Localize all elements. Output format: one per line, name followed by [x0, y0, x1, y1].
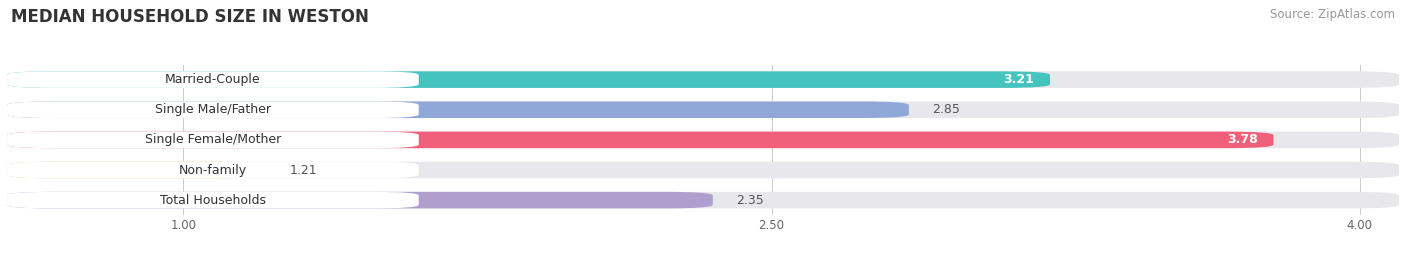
Text: Total Households: Total Households	[160, 194, 266, 207]
Text: 1.21: 1.21	[290, 164, 316, 176]
FancyBboxPatch shape	[7, 132, 419, 148]
FancyBboxPatch shape	[7, 71, 1050, 88]
Text: 2.35: 2.35	[737, 194, 763, 207]
FancyBboxPatch shape	[7, 192, 713, 208]
Text: Non-family: Non-family	[179, 164, 247, 176]
FancyBboxPatch shape	[7, 101, 1399, 118]
Text: Single Female/Mother: Single Female/Mother	[145, 133, 281, 146]
Text: Source: ZipAtlas.com: Source: ZipAtlas.com	[1270, 8, 1395, 21]
FancyBboxPatch shape	[7, 162, 419, 178]
FancyBboxPatch shape	[7, 132, 1274, 148]
FancyBboxPatch shape	[7, 132, 1399, 148]
FancyBboxPatch shape	[7, 162, 266, 178]
FancyBboxPatch shape	[7, 71, 419, 88]
Text: 3.21: 3.21	[1004, 73, 1035, 86]
Text: 3.78: 3.78	[1227, 133, 1258, 146]
Text: Single Male/Father: Single Male/Father	[155, 103, 271, 116]
FancyBboxPatch shape	[7, 101, 419, 118]
FancyBboxPatch shape	[7, 101, 908, 118]
Text: Married-Couple: Married-Couple	[165, 73, 260, 86]
Text: 2.85: 2.85	[932, 103, 960, 116]
FancyBboxPatch shape	[7, 192, 419, 208]
FancyBboxPatch shape	[7, 192, 1399, 208]
Text: MEDIAN HOUSEHOLD SIZE IN WESTON: MEDIAN HOUSEHOLD SIZE IN WESTON	[11, 8, 370, 26]
FancyBboxPatch shape	[7, 162, 1399, 178]
FancyBboxPatch shape	[7, 71, 1399, 88]
